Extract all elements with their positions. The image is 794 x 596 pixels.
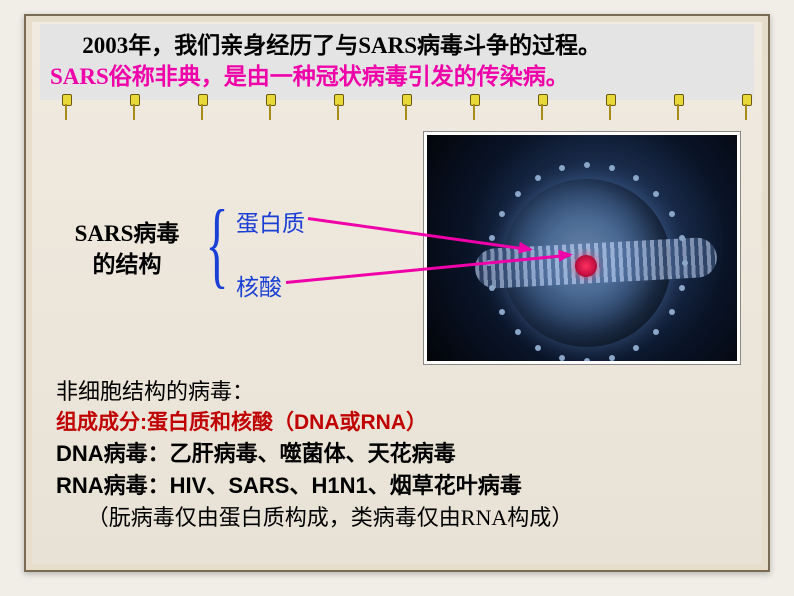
bottom-text-block: 非细胞结构的病毒： 组成成分:蛋白质和核酸（DNA或RNA） DNA病毒：乙肝病… [56,376,748,534]
virus-spike [584,162,590,168]
content-area: SARS病毒 的结构 { 蛋白质 核酸 非细胞结构的病毒： 组成成分:蛋白质和核… [26,126,768,546]
pin-icon [738,94,754,124]
pin-icon [602,94,618,124]
header-band: 2003年，我们亲身经历了与SARS病毒斗争的过程。 SARS俗称非典，是由一种… [40,24,754,100]
virus-spike [489,285,495,291]
virus-noncell-heading: 非细胞结构的病毒： [56,376,748,408]
pin-icon [398,94,414,124]
structure-title: SARS病毒 的结构 [60,218,194,280]
virus-spike [653,191,659,197]
header-line-1: 2003年，我们亲身经历了与SARS病毒斗争的过程。 [50,30,744,61]
virus-spike [584,358,590,364]
slide-frame: 2003年，我们亲身经历了与SARS病毒斗争的过程。 SARS俗称非典，是由一种… [24,14,770,572]
pin-icon [466,94,482,124]
pin-icon [126,94,142,124]
brace-icon: { [206,196,229,292]
virus-spike [633,175,639,181]
pin-icon [534,94,550,124]
pin-icon [194,94,210,124]
virus-spike [609,165,615,171]
pins-row [40,100,754,126]
virus-spike [515,329,521,335]
virus-spike [679,235,685,241]
virus-spike [489,235,495,241]
virus-spike [653,329,659,335]
structure-title-l2: 的结构 [93,252,162,277]
virus-spike [633,345,639,351]
virus-spike [669,309,675,315]
virus-spike [669,211,675,217]
rna-virus-examples: RNA病毒：HIV、SARS、H1N1、烟草花叶病毒 [56,470,748,502]
virus-composition: 组成成分:蛋白质和核酸（DNA或RNA） [56,408,748,438]
component-nucleic-acid: 核酸 [236,268,282,302]
virus-spike [499,211,505,217]
virus-image [424,132,740,364]
virus-spike [499,309,505,315]
virus-spike [559,355,565,361]
pin-icon [262,94,278,124]
pin-icon [670,94,686,124]
pin-icon [58,94,74,124]
dna-virus-examples: DNA病毒：乙肝病毒、噬菌体、天花病毒 [56,438,748,470]
component-protein: 蛋白质 [236,204,305,238]
virus-spike [515,191,521,197]
prion-viroid-note: （朊病毒仅由蛋白质构成，类病毒仅由RNA构成） [56,502,748,534]
structure-title-l1: SARS病毒 [75,221,180,246]
header-line-2: SARS俗称非典，是由一种冠状病毒引发的传染病。 [50,61,744,92]
virus-nucleic-acid-dot [575,255,597,277]
virus-spike [609,355,615,361]
virus-spike [535,175,541,181]
pin-icon [330,94,346,124]
virus-spike [535,345,541,351]
virus-spike [679,285,685,291]
virus-spike [559,165,565,171]
